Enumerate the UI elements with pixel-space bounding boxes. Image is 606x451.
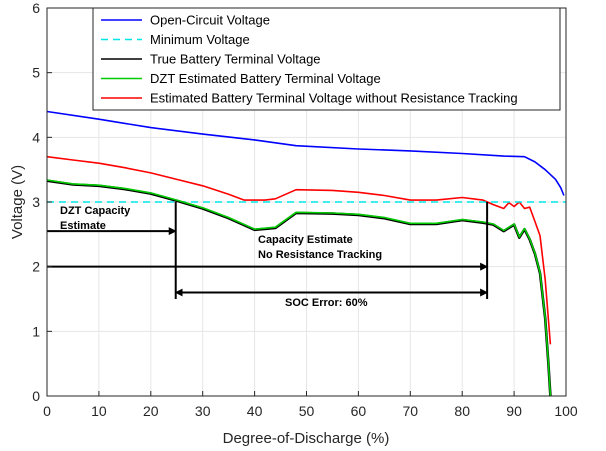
y-tick-label: 3	[32, 194, 40, 210]
x-tick-label: 10	[91, 403, 107, 419]
ticks: 0 10 20 30 40 50 60 70 80 90 100 0 1 2 3 4 5 6	[32, 0, 578, 419]
legend-entry-dzt-estimated-battery-terminal-voltage: DZT Estimated Battery Terminal Voltage	[150, 71, 381, 86]
series-line-dzt-estimated-battery-terminal-voltage	[46, 179, 552, 397]
y-tick-label: 5	[32, 65, 40, 81]
x-tick-label: 40	[247, 403, 263, 419]
legend-entry-minimum-voltage: Minimum Voltage	[150, 32, 250, 47]
y-tick-label: 4	[32, 129, 40, 145]
dzt-estimate-label-line2: Estimate	[60, 220, 106, 232]
legend-entry-true-battery-terminal-voltage: True Battery Terminal Voltage	[150, 52, 321, 67]
annotations: DZT Capacity Estimate Capacity Estimate No …	[47, 202, 489, 309]
legend: Open-Circuit Voltage Minimum Voltage True …	[92, 7, 561, 111]
x-tick-label: 80	[454, 403, 470, 419]
x-axis-label: Degree-of-Discharge (%)	[223, 430, 390, 447]
series-line-open-circuit-voltage	[46, 110, 565, 196]
x-tick-label: 20	[143, 403, 159, 419]
no-resistance-label-line2: No Resistance Tracking	[258, 249, 382, 261]
y-axis-label: Voltage (V)	[9, 165, 26, 239]
y-tick-label: 1	[32, 323, 40, 339]
x-tick-label: 60	[351, 403, 367, 419]
x-tick-label: 70	[403, 403, 419, 419]
series-line-estimated-battery-terminal-voltage-without-resistance-tracking	[46, 155, 552, 345]
no-resistance-label-line1: Capacity Estimate	[258, 234, 353, 246]
y-tick-label: 0	[32, 388, 40, 404]
legend-entry-estimated-battery-terminal-voltage-without-resistance-tracking: Estimated Battery Terminal Voltage witho…	[150, 91, 518, 106]
y-tick-label: 2	[32, 259, 40, 275]
x-tick-label: 100	[554, 403, 578, 419]
x-tick-label: 30	[195, 403, 211, 419]
legend-entry-open-circuit-voltage: Open-Circuit Voltage	[150, 13, 270, 28]
x-tick-label: 50	[299, 403, 315, 419]
x-tick-label: 90	[506, 403, 522, 419]
series-layer	[46, 110, 566, 397]
y-tick-label: 6	[32, 0, 40, 16]
x-tick-label: 0	[43, 403, 51, 419]
soc-error-label: SOC Error: 60%	[285, 297, 368, 309]
dzt-estimate-label-line1: DZT Capacity	[60, 205, 131, 217]
legend-box	[92, 7, 561, 111]
